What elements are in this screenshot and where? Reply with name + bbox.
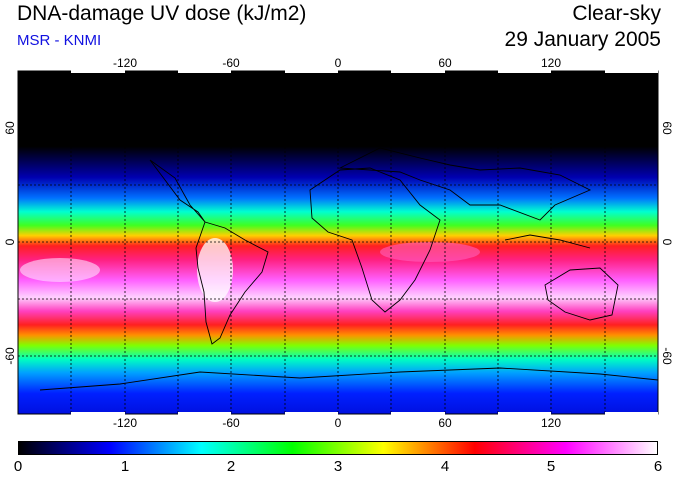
- coastlines: [39, 147, 659, 391]
- central-america-outline: [149, 159, 206, 223]
- lat-label: -60: [3, 347, 17, 365]
- lat-label: 0: [3, 238, 17, 245]
- graticule: [18, 71, 658, 414]
- frame-ticks: [71, 70, 658, 415]
- lon-label: -120: [113, 416, 137, 430]
- lon-label: -60: [222, 416, 240, 430]
- lat-label: 60: [3, 121, 17, 135]
- africa-highlight: [380, 242, 480, 262]
- scale-label: 2: [226, 458, 236, 475]
- bottom-lon-labels: -120 -60 0 60 120: [113, 416, 561, 430]
- source-label: MSR - KNMI: [17, 32, 102, 49]
- scale-label: 6: [653, 458, 663, 475]
- lon-label: 60: [438, 56, 452, 70]
- lon-label: -120: [113, 56, 137, 70]
- andes-highlight: [197, 238, 233, 302]
- lon-label: 0: [335, 416, 342, 430]
- scale-label: 3: [333, 458, 343, 475]
- south-america-outline: [195, 221, 269, 345]
- uv-dose-map: -120 -60 0 60 120 -120 -60 0 60 120 60 0…: [3, 56, 674, 430]
- lon-label: 0: [335, 56, 342, 70]
- color-scale-bar: [18, 441, 658, 455]
- lon-label: 120: [541, 416, 561, 430]
- lat-label: 0: [660, 239, 674, 246]
- left-lat-labels: 60 0 -60: [3, 121, 17, 365]
- africa-outline: [309, 167, 441, 313]
- map-title: DNA-damage UV dose (kJ/m2): [17, 2, 307, 25]
- right-lat-labels: 60 0 -60: [660, 121, 674, 365]
- date-label: 29 January 2005: [504, 28, 661, 51]
- australia-outline: [544, 267, 619, 321]
- scale-label: 1: [120, 458, 130, 475]
- pacific-highlight: [20, 258, 100, 282]
- indonesia-outline: [504, 234, 591, 249]
- scale-label: 0: [13, 458, 23, 475]
- lon-label: 120: [541, 56, 561, 70]
- uv-field: [18, 71, 658, 414]
- lat-label: -60: [660, 347, 674, 365]
- scale-label: 5: [546, 458, 556, 475]
- lat-label: 60: [660, 121, 674, 135]
- lon-label: 60: [438, 416, 452, 430]
- top-lon-labels: -120 -60 0 60 120: [113, 56, 561, 70]
- sky-condition-label: Clear-sky: [572, 2, 661, 25]
- antarctica-outline: [39, 367, 659, 391]
- scale-label: 4: [440, 458, 450, 475]
- lon-label: -60: [222, 56, 240, 70]
